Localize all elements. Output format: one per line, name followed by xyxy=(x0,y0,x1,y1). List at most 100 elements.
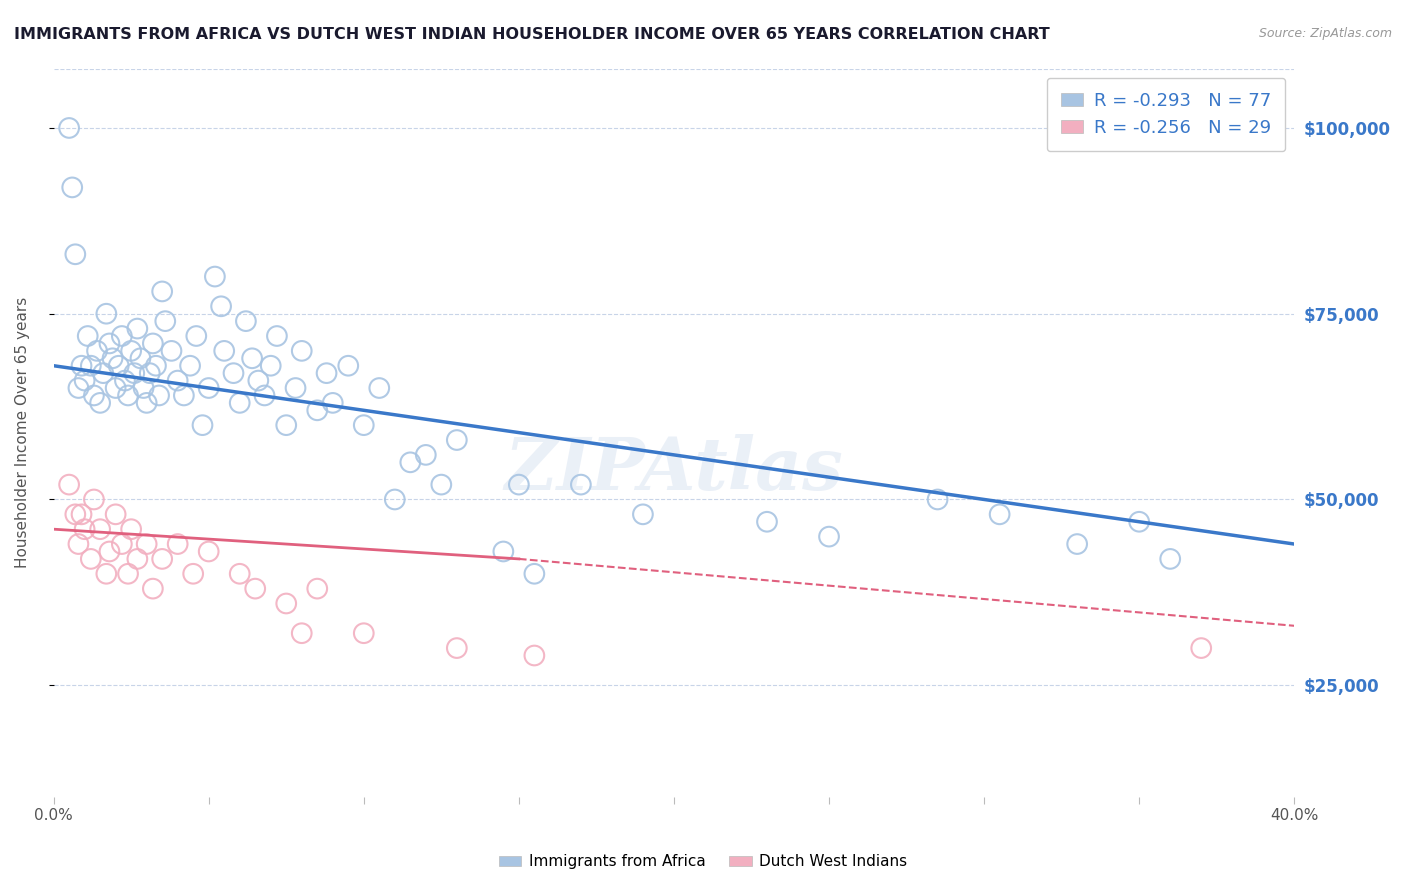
Point xyxy=(117,566,139,581)
Point xyxy=(129,351,152,366)
Point xyxy=(132,381,155,395)
Point xyxy=(1128,515,1150,529)
Point xyxy=(76,329,98,343)
Point xyxy=(631,508,654,522)
Point xyxy=(150,552,173,566)
Point xyxy=(291,343,314,358)
Point xyxy=(65,508,87,522)
Point xyxy=(508,477,530,491)
Point xyxy=(523,648,546,663)
Point xyxy=(80,552,103,566)
Point xyxy=(166,537,188,551)
Point xyxy=(117,388,139,402)
Point xyxy=(191,418,214,433)
Point xyxy=(65,247,87,261)
Point xyxy=(307,403,329,417)
Point xyxy=(58,120,80,135)
Point xyxy=(186,329,208,343)
Point xyxy=(569,477,592,491)
Point xyxy=(89,522,111,536)
Point xyxy=(80,359,103,373)
Point xyxy=(260,359,283,373)
Point xyxy=(276,418,298,433)
Point xyxy=(384,492,406,507)
Point xyxy=(135,396,157,410)
Text: ZIPAtlas: ZIPAtlas xyxy=(505,434,844,505)
Point xyxy=(150,285,173,299)
Point xyxy=(58,477,80,491)
Point xyxy=(166,374,188,388)
Point xyxy=(756,515,779,529)
Point xyxy=(155,314,177,328)
Text: Source: ZipAtlas.com: Source: ZipAtlas.com xyxy=(1258,27,1392,40)
Point xyxy=(209,299,232,313)
Point xyxy=(247,374,270,388)
Point xyxy=(222,366,245,380)
Point xyxy=(228,566,250,581)
Point xyxy=(104,508,127,522)
Point xyxy=(1189,641,1212,656)
Point xyxy=(89,396,111,410)
Point xyxy=(228,396,250,410)
Point xyxy=(988,508,1011,522)
Point xyxy=(98,544,121,558)
Point xyxy=(111,537,134,551)
Text: IMMIGRANTS FROM AFRICA VS DUTCH WEST INDIAN HOUSEHOLDER INCOME OVER 65 YEARS COR: IMMIGRANTS FROM AFRICA VS DUTCH WEST IND… xyxy=(14,27,1050,42)
Point xyxy=(368,381,391,395)
Point xyxy=(181,566,204,581)
Point xyxy=(101,351,124,366)
Point xyxy=(111,329,134,343)
Point xyxy=(197,544,219,558)
Legend: Immigrants from Africa, Dutch West Indians: Immigrants from Africa, Dutch West India… xyxy=(492,848,914,875)
Y-axis label: Householder Income Over 65 years: Householder Income Over 65 years xyxy=(15,297,30,568)
Point xyxy=(245,582,267,596)
Point xyxy=(135,537,157,551)
Point xyxy=(446,641,468,656)
Point xyxy=(173,388,195,402)
Point xyxy=(67,537,90,551)
Point xyxy=(266,329,288,343)
Point xyxy=(83,492,105,507)
Point xyxy=(107,359,129,373)
Point xyxy=(284,381,307,395)
Point xyxy=(1159,552,1181,566)
Point xyxy=(204,269,226,284)
Point xyxy=(142,582,165,596)
Point xyxy=(73,522,96,536)
Point xyxy=(67,381,90,395)
Point xyxy=(927,492,949,507)
Point xyxy=(337,359,360,373)
Point xyxy=(291,626,314,640)
Point xyxy=(96,566,118,581)
Point xyxy=(120,522,142,536)
Point xyxy=(139,366,162,380)
Point xyxy=(315,366,337,380)
Point xyxy=(1066,537,1088,551)
Point xyxy=(446,433,468,447)
Point xyxy=(399,455,422,469)
Point xyxy=(127,552,149,566)
Point xyxy=(322,396,344,410)
Point xyxy=(60,180,83,194)
Point xyxy=(98,336,121,351)
Point xyxy=(179,359,201,373)
Point xyxy=(83,388,105,402)
Point xyxy=(212,343,235,358)
Point xyxy=(70,508,93,522)
Point xyxy=(276,597,298,611)
Point xyxy=(818,530,841,544)
Point xyxy=(96,307,118,321)
Point xyxy=(353,418,375,433)
Point xyxy=(120,343,142,358)
Point xyxy=(142,336,165,351)
Point xyxy=(122,366,145,380)
Point xyxy=(353,626,375,640)
Point xyxy=(492,544,515,558)
Point xyxy=(145,359,167,373)
Point xyxy=(235,314,257,328)
Point xyxy=(114,374,136,388)
Point xyxy=(160,343,183,358)
Point xyxy=(73,374,96,388)
Point xyxy=(86,343,108,358)
Point xyxy=(307,582,329,596)
